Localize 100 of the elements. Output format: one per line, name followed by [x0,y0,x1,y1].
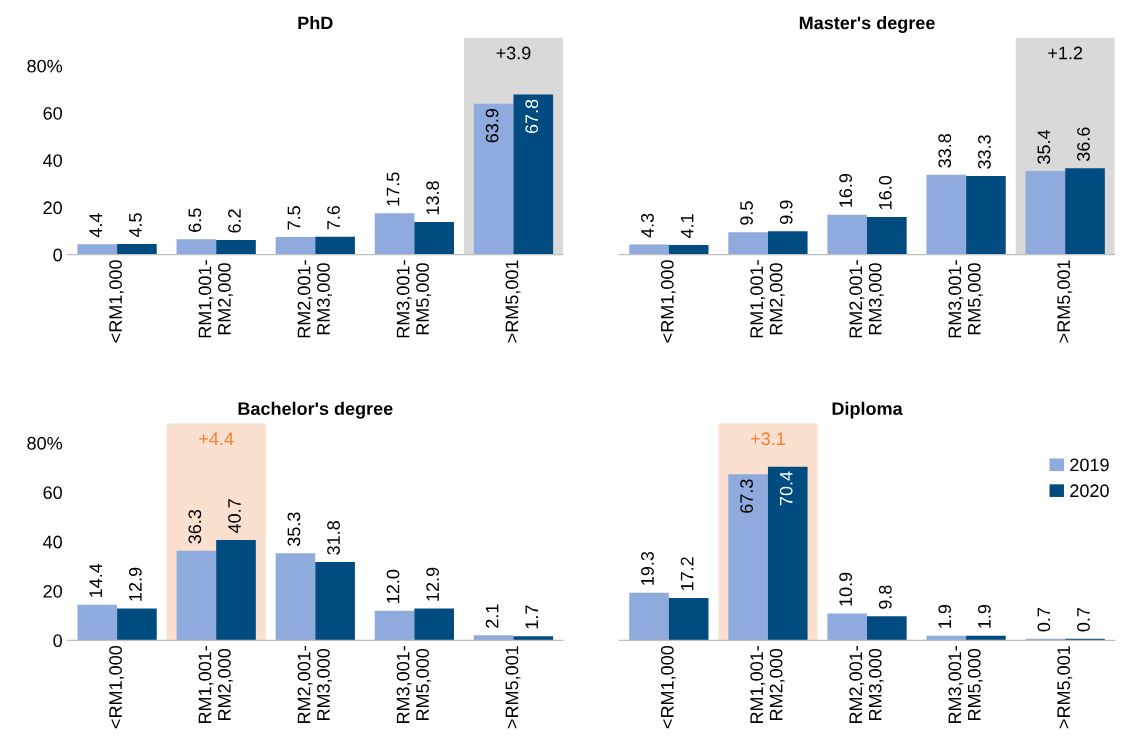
bar [176,550,217,641]
data-label: 63.9 [485,108,499,143]
bar [77,244,118,255]
data-label: 12.0 [386,569,400,603]
y-tick-label: 60 [43,106,62,120]
bar [1065,168,1105,255]
x-tick-label: >RM5,001 [505,646,521,729]
data-label: 4.3 [641,213,654,238]
y-tick-label: 80% [27,59,63,73]
x-tick-label: RM1,001- RM2,000 [198,646,233,724]
bar [77,604,118,641]
bar [629,592,669,641]
x-tick-label: <RM1,000 [109,260,125,343]
x-tick-label: >RM5,001 [1057,646,1073,729]
data-label: 67.8 [525,99,539,134]
legend-label: 2019 [1070,458,1109,472]
data-label: 9.8 [878,585,892,609]
data-label: 33.3 [977,135,991,169]
bar [275,553,316,641]
y-tick-label: 0 [53,634,62,648]
bar [216,539,256,641]
x-tick-label: RM2,001- RM3,000 [297,260,332,338]
data-label: 19.3 [641,551,654,585]
x-tick-label: >RM5,001 [1057,260,1073,343]
x-tick-label: <RM1,000 [660,260,676,343]
bar [473,635,514,641]
y-tick-label: 40 [43,154,62,167]
data-label: 7.6 [327,205,340,230]
data-label: 6.2 [228,209,241,233]
bar [414,222,454,255]
band-label: +4.4 [199,432,234,445]
bar [966,176,1006,255]
data-label: 1.7 [525,605,538,629]
bar [629,244,669,255]
x-tick-label: RM2,001- RM3,000 [297,646,332,724]
x-tick-label: RM3,001- RM5,000 [396,646,432,724]
y-tick-label: 40 [43,535,62,549]
data-label: 12.9 [128,567,142,601]
x-tick-label: RM3,001- RM5,000 [948,260,983,338]
data-label: 35.3 [287,512,301,547]
chart-title: Diploma [832,401,903,419]
data-label: 67.3 [740,479,753,513]
data-label: 16.9 [839,173,853,207]
x-tick-label: RM1,001- RM2,000 [198,260,233,338]
bar [668,597,709,641]
data-label: 4.1 [680,214,694,239]
x-tick-label: >RM5,001 [505,260,521,343]
data-label: 31.8 [327,521,340,555]
data-label: 36.6 [1077,127,1090,162]
bar [414,608,454,641]
data-label: 13.8 [426,181,440,215]
data-label: 17.2 [680,557,694,591]
data-label: 33.8 [938,133,952,168]
data-label: 10.9 [839,572,853,606]
data-label: 16.0 [878,175,892,209]
chart-title: Bachelor's degree [238,401,393,419]
bar [827,613,868,641]
x-tick-label: RM3,001- RM5,000 [396,260,432,338]
data-label: 1.9 [938,604,952,628]
chart-title: PhD [298,16,333,30]
bar [216,240,256,255]
bar [926,174,967,255]
legend-label: 2020 [1070,484,1109,498]
bar [867,616,907,641]
bar [315,236,355,255]
data-label: 9.9 [779,200,793,224]
x-tick-label: RM2,001- RM3,000 [849,260,884,338]
data-label: 9.5 [740,201,753,225]
y-tick-label: 0 [53,248,62,262]
data-label: 70.4 [779,471,793,506]
data-label: 4.5 [129,213,142,238]
bar [827,214,868,255]
x-tick-label: <RM1,000 [660,645,676,729]
x-tick-label: <RM1,000 [109,645,125,729]
x-tick-label: RM1,001- RM2,000 [750,646,785,724]
data-label: 7.5 [287,206,301,230]
bar [1025,171,1066,255]
data-label: 1.9 [977,604,991,628]
data-label: 14.4 [89,563,102,597]
bar [513,94,554,255]
y-tick-label: 60 [43,486,62,500]
bar [117,608,157,641]
data-label: 0.7 [1077,607,1090,632]
bar [275,236,316,255]
y-tick-label: 20 [43,201,62,215]
x-tick-label: RM2,001- RM3,000 [849,646,884,724]
y-tick-label: 80% [27,436,63,450]
data-label: 40.7 [228,499,241,533]
data-label: 2.1 [485,604,499,628]
data-label: 6.5 [188,208,202,232]
data-label: 4.4 [89,213,102,238]
bar [668,244,709,255]
chart-title: Master's degree [799,16,935,33]
data-label: 12.9 [426,567,440,601]
bar [176,239,217,255]
bar [117,244,157,255]
bar [728,232,768,255]
data-label: 0.7 [1037,607,1051,632]
bar [513,636,554,641]
data-label: 35.4 [1037,129,1051,164]
